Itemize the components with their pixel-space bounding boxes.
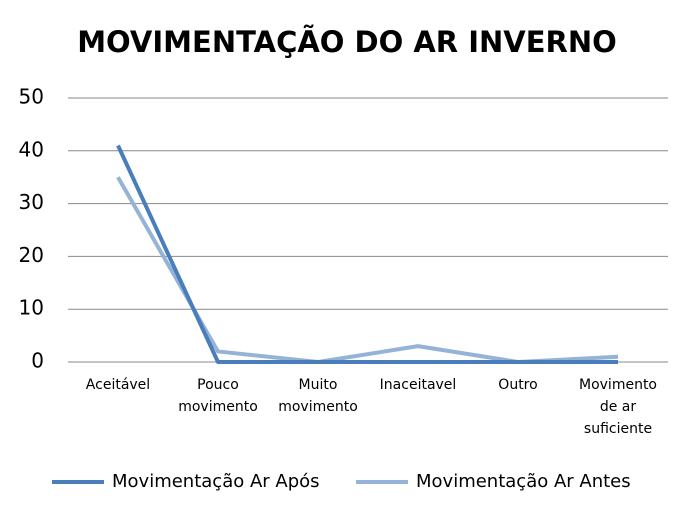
y-tick-label: 10 — [19, 296, 44, 320]
y-tick-label: 20 — [19, 243, 44, 267]
series-line — [116, 144, 618, 364]
chart-title: MOVIMENTAÇÃO DO AR INVERNO — [77, 25, 617, 59]
legend-label: Movimentação Ar Após — [112, 471, 320, 492]
y-tick-label: 40 — [19, 137, 44, 161]
x-tick-label: Outro — [498, 377, 538, 393]
x-tick-label: Pouco movimento — [178, 377, 258, 415]
y-tick-label: 30 — [19, 190, 44, 214]
y-tick-label: 0 — [31, 349, 44, 373]
x-tick-label: Movimento de ar suficiente — [579, 377, 657, 437]
x-tick-label: Aceitável — [85, 377, 151, 393]
x-tick-label: Inaceitavel — [379, 377, 457, 393]
x-tick-label: Muito movimento — [278, 377, 358, 415]
legend-label: Movimentação Ar Antes — [416, 471, 631, 492]
y-tick-label: 50 — [19, 85, 44, 109]
series-line — [116, 176, 619, 364]
